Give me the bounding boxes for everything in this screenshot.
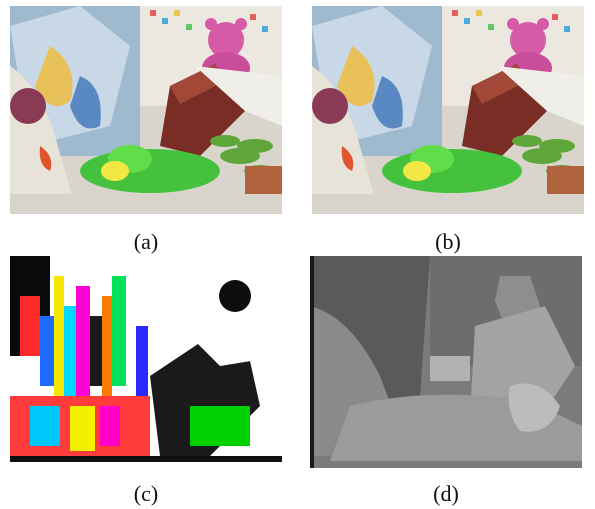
depth-map-d xyxy=(310,256,582,468)
caption-c: (c) xyxy=(133,481,159,506)
scene-photo-b xyxy=(312,6,584,214)
panel-c-image xyxy=(10,256,282,468)
caption-b: (b) xyxy=(435,229,461,254)
caption-d: (d) xyxy=(433,481,459,506)
panel-b-image xyxy=(312,6,584,214)
scene-photo-a xyxy=(10,6,282,214)
label-map-c xyxy=(10,256,282,468)
panel-d-image xyxy=(310,256,582,468)
panel-a-image xyxy=(10,6,282,214)
caption-a: (a) xyxy=(133,229,159,254)
